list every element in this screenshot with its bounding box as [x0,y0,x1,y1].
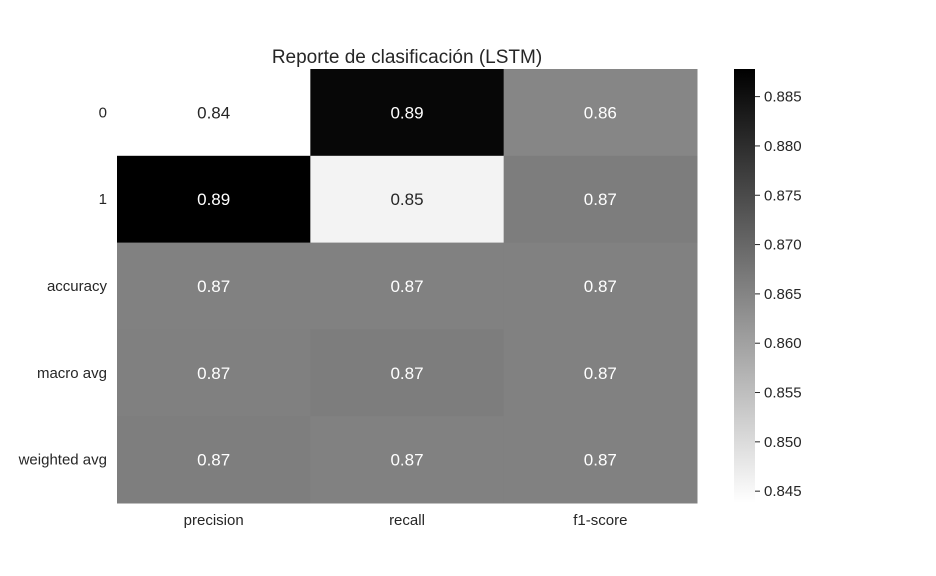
column-tick-label: recall [389,512,425,529]
heatmap-cell-label: 0.87 [197,277,230,296]
heatmap-cell [117,69,311,157]
column-tick-labels: precision recall f1-score [184,512,628,529]
colorbar-ticks: 0.845 0.850 0.855 0.860 0.865 0.870 0.875 0.880… [755,89,802,500]
heatmap-cell-label: 0.87 [584,277,617,296]
colorbar-tick-label: 0.865 [764,286,802,303]
heatmap-cell [310,329,505,417]
colorbar-tick-label: 0.870 [764,237,802,254]
colorbar-tick-label: 0.845 [764,483,802,500]
heatmap-cell [117,155,311,244]
heatmap-cell [310,242,505,330]
colorbar-tick-label: 0.850 [764,434,802,451]
heatmap-cell-label: 0.87 [584,190,617,209]
row-tick-label: macro avg [37,365,107,382]
heatmap-cell [503,329,698,417]
colorbar-tick-label: 0.855 [764,385,802,402]
heatmap-cell-labels: 0.84 0.89 0.86 0.89 0.85 0.87 0.87 0.87 0.87 0.87… [197,103,617,469]
heatmap-cell-label: 0.84 [197,103,230,122]
heatmap-cell [503,69,698,157]
colorbar [734,69,755,503]
colorbar-gradient [734,69,755,503]
heatmap-cell-label: 0.87 [390,364,423,383]
heatmap-cell [310,416,505,504]
heatmap-cell-label: 0.89 [197,190,230,209]
heatmap-cell-label: 0.87 [390,451,423,470]
heatmap-cell-label: 0.89 [390,103,423,122]
row-tick-label: weighted avg [18,452,107,469]
row-tick-label: 1 [99,191,107,208]
colorbar-tick-label: 0.880 [764,138,802,155]
heatmap-cell [117,329,311,417]
row-tick-labels: 0 1 accuracy macro avg weighted avg [18,104,108,468]
heatmap-cell-label: 0.87 [197,451,230,470]
heatmap-cell [503,155,698,244]
column-tick-label: f1-score [573,512,627,529]
heatmap-cells [117,69,698,504]
heatmap-cell-label: 0.87 [584,451,617,470]
heatmap-cell [117,242,311,330]
chart-title: Reporte de clasificación (LSTM) [272,47,542,68]
colorbar-tick-label: 0.860 [764,335,802,352]
row-tick-label: 0 [99,104,107,121]
heatmap-cell [503,242,698,330]
heatmap-cell-label: 0.87 [390,277,423,296]
colorbar-tick-label: 0.875 [764,187,802,204]
row-tick-label: accuracy [47,278,108,295]
heatmap-cell [117,416,311,504]
heatmap-cell-label: 0.87 [584,364,617,383]
heatmap-cell-label: 0.86 [584,103,617,122]
heatmap-cell-label: 0.85 [390,190,423,209]
heatmap-cell [310,69,505,157]
heatmap-cell-label: 0.87 [197,364,230,383]
heatmap-cell [310,155,505,244]
column-tick-label: precision [184,512,244,529]
colorbar-tick-label: 0.885 [764,89,802,106]
heatmap-cell [503,416,698,504]
